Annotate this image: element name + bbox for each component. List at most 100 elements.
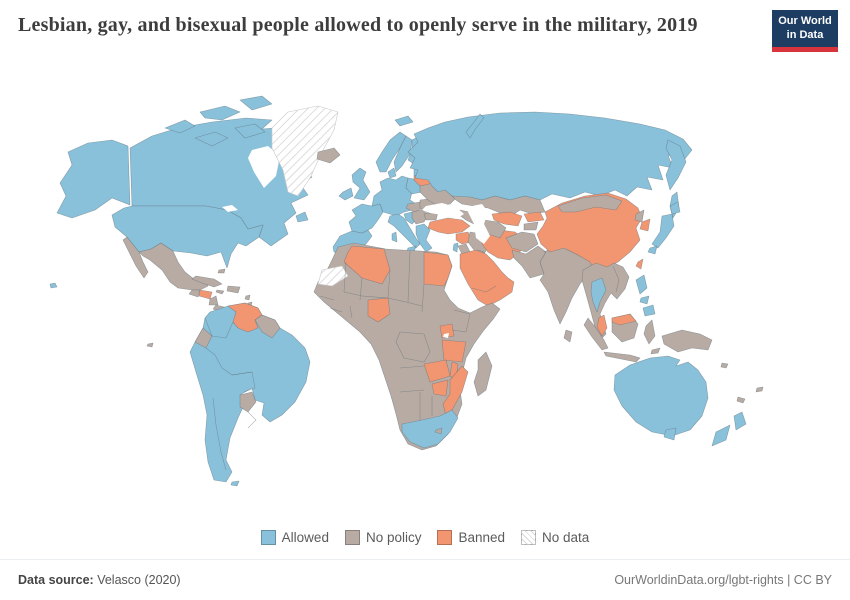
country-galapagos[interactable] xyxy=(146,342,154,348)
country-falklands[interactable] xyxy=(230,480,240,487)
country-hungary[interactable] xyxy=(405,201,425,213)
country-japan-hokkaido[interactable] xyxy=(669,201,681,215)
country-new-guinea[interactable] xyxy=(661,329,713,353)
country-tanzania[interactable] xyxy=(441,339,467,363)
country-greenland[interactable] xyxy=(271,105,339,197)
country-afghanistan[interactable] xyxy=(505,231,539,253)
country-algeria[interactable] xyxy=(343,245,391,285)
country-lesser-antilles-1[interactable] xyxy=(244,294,251,301)
country-western-sahara[interactable] xyxy=(317,265,349,287)
country-philippines-luzon[interactable] xyxy=(635,274,648,295)
country-egypt[interactable] xyxy=(423,251,453,287)
country-taiwan[interactable] xyxy=(635,258,644,270)
country-canada-arctic-1[interactable] xyxy=(164,119,196,134)
country-venezuela[interactable] xyxy=(227,302,263,333)
footer-link[interactable]: OurWorldinData.org/lgbt-rights | CC BY xyxy=(614,573,832,587)
country-united-states[interactable] xyxy=(111,205,264,269)
country-canada-arctic-5[interactable] xyxy=(234,123,266,139)
legend-item-allowed[interactable]: Allowed xyxy=(260,530,329,545)
country-turkey[interactable] xyxy=(427,217,471,235)
country-hawaii[interactable] xyxy=(49,282,58,289)
country-japan-honshu[interactable] xyxy=(651,213,675,249)
country-israel[interactable] xyxy=(452,242,459,253)
country-canada-arctic-2[interactable] xyxy=(199,105,241,121)
country-philippines-visayas[interactable] xyxy=(639,295,650,305)
country-australia[interactable] xyxy=(613,355,709,437)
country-solomon[interactable] xyxy=(720,362,729,369)
country-hispaniola[interactable] xyxy=(226,285,241,294)
border-bolivia xyxy=(231,371,256,393)
legend-label-no-policy: No policy xyxy=(365,530,422,545)
country-uzbekistan[interactable] xyxy=(491,211,523,227)
country-sweden[interactable] xyxy=(393,135,413,173)
country-nz-north[interactable] xyxy=(733,411,747,431)
country-bahamas[interactable] xyxy=(217,268,226,274)
owid-logo[interactable]: Our World in Data xyxy=(772,10,838,52)
country-mongolia[interactable] xyxy=(557,194,623,213)
great-lakes xyxy=(222,205,238,212)
country-new-caledonia[interactable] xyxy=(736,396,746,404)
country-paraguay[interactable] xyxy=(239,391,257,413)
country-baja[interactable] xyxy=(122,236,149,279)
country-sardinia[interactable] xyxy=(391,231,398,243)
country-fiji[interactable] xyxy=(755,386,764,393)
country-ireland[interactable] xyxy=(338,187,354,201)
country-kyrgyzstan[interactable] xyxy=(523,211,545,223)
country-canada-arctic-4[interactable] xyxy=(194,131,229,147)
country-java[interactable] xyxy=(603,351,641,363)
legend-item-no-data[interactable]: No data xyxy=(521,530,589,545)
data-source-value: Velasco (2020) xyxy=(93,573,181,587)
country-denmark[interactable] xyxy=(387,167,397,179)
country-iceland[interactable] xyxy=(316,147,341,164)
country-malaysia-borneo[interactable] xyxy=(611,313,637,326)
country-honduras[interactable] xyxy=(198,289,213,300)
country-sumatra[interactable] xyxy=(583,317,609,351)
country-norway[interactable] xyxy=(375,131,407,173)
country-sri-lanka[interactable] xyxy=(563,329,573,343)
country-thailand[interactable] xyxy=(590,277,607,313)
map-legend: Allowed No policy Banned No data xyxy=(0,530,850,545)
country-novaya-zemlya[interactable] xyxy=(465,113,485,139)
country-madagascar[interactable] xyxy=(473,351,493,397)
country-cuba[interactable] xyxy=(191,275,223,288)
country-mexico[interactable] xyxy=(138,242,209,291)
country-south-korea[interactable] xyxy=(639,218,651,232)
country-guatemala[interactable] xyxy=(188,289,201,298)
border-chile-argentina xyxy=(212,397,227,471)
border-angola xyxy=(399,365,425,393)
legend-swatch-allowed xyxy=(260,530,276,545)
country-svalbard[interactable] xyxy=(394,115,414,127)
country-canada-arctic-3[interactable] xyxy=(239,95,273,111)
legend-item-banned[interactable]: Banned xyxy=(437,530,505,545)
country-japan-kyushu[interactable] xyxy=(647,245,658,255)
country-philippines-mindanao[interactable] xyxy=(642,304,656,317)
country-jamaica[interactable] xyxy=(215,289,225,295)
country-moluccas[interactable] xyxy=(650,347,661,355)
country-sulawesi[interactable] xyxy=(643,319,656,345)
country-tajikistan[interactable] xyxy=(523,221,539,231)
country-russia[interactable] xyxy=(407,111,693,201)
country-tasmania[interactable] xyxy=(663,427,677,441)
country-nicaragua[interactable] xyxy=(208,295,219,306)
region-arabian-peninsula[interactable] xyxy=(459,249,515,307)
country-italy[interactable] xyxy=(387,213,421,249)
country-south-africa[interactable] xyxy=(401,409,459,449)
country-nigeria[interactable] xyxy=(367,297,391,323)
country-france[interactable] xyxy=(348,203,384,234)
legend-item-no-policy[interactable]: No policy xyxy=(344,530,422,545)
border-mali-niger xyxy=(359,277,363,301)
country-alaska[interactable] xyxy=(56,139,131,219)
country-greece[interactable] xyxy=(415,223,433,253)
country-uganda[interactable] xyxy=(439,323,455,339)
country-kamchatka[interactable] xyxy=(665,139,687,191)
country-zimbabwe[interactable] xyxy=(431,379,449,397)
country-united-kingdom[interactable] xyxy=(351,167,371,201)
country-newfoundland[interactable] xyxy=(295,211,309,223)
country-guianas[interactable] xyxy=(254,314,281,339)
border-colombia xyxy=(204,317,234,339)
country-lesotho[interactable] xyxy=(434,427,443,435)
country-nz-south[interactable] xyxy=(711,424,731,447)
country-malaysia-peninsula[interactable] xyxy=(596,314,608,337)
border-drc xyxy=(395,331,431,363)
